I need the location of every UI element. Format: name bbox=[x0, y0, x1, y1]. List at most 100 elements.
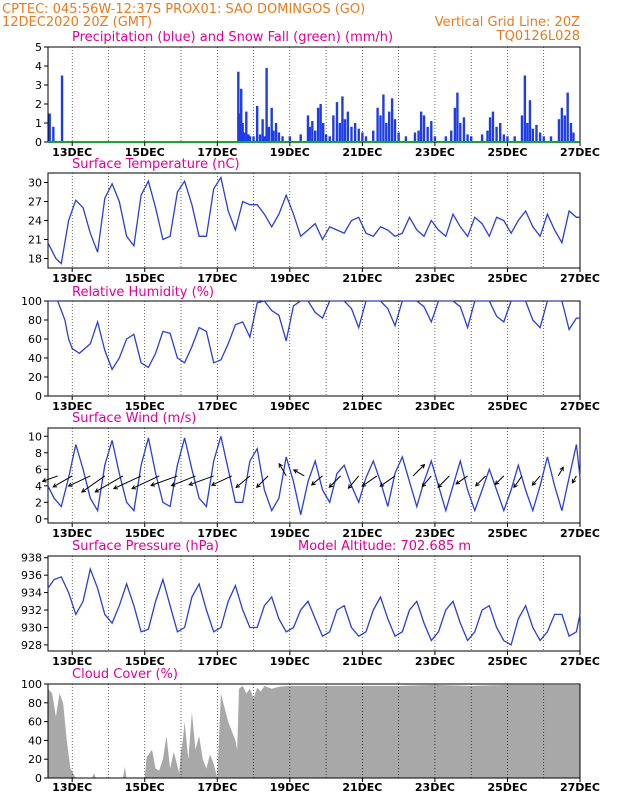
y-tick-label: 8 bbox=[35, 447, 42, 460]
wind-vectors bbox=[41, 462, 577, 493]
precip-bar bbox=[422, 115, 426, 142]
y-tick-label: 0 bbox=[35, 136, 42, 149]
precip-bar bbox=[538, 132, 542, 142]
precip-bar bbox=[469, 136, 473, 142]
precip-bar bbox=[520, 115, 524, 142]
cloud-title: Cloud Cover (%) bbox=[72, 667, 178, 682]
wind-vector bbox=[571, 475, 577, 484]
cloud-cover-area bbox=[47, 684, 580, 778]
precip-bar bbox=[462, 117, 466, 142]
y-tick-label: 20 bbox=[28, 371, 42, 384]
temperature-frame bbox=[47, 172, 581, 269]
y-tick-label: 5 bbox=[35, 41, 42, 54]
precip-bar bbox=[241, 123, 244, 142]
x-tick-label: 27DEC bbox=[560, 146, 600, 159]
y-tick-label: 2 bbox=[35, 98, 42, 111]
x-tick-label: 21DEC bbox=[342, 527, 382, 540]
precip-bar bbox=[513, 136, 516, 142]
precip-bar bbox=[281, 136, 284, 142]
y-tick-label: 0 bbox=[35, 772, 42, 785]
precip-bar bbox=[413, 132, 417, 142]
x-tick-label: 27DEC bbox=[560, 655, 600, 668]
y-tick-label: 20 bbox=[28, 753, 42, 766]
wind-vector bbox=[210, 475, 233, 486]
precip-bar bbox=[274, 123, 278, 142]
precip-bar bbox=[353, 123, 357, 142]
precip-bar bbox=[245, 111, 248, 142]
x-tick-label: 15DEC bbox=[125, 400, 165, 413]
precip-bar bbox=[486, 130, 489, 142]
precip-bar bbox=[506, 136, 509, 142]
precip-bar bbox=[332, 115, 335, 142]
x-tick-label: 13DEC bbox=[52, 655, 92, 668]
y-tick-label: 938 bbox=[21, 552, 42, 565]
x-tick-label: 25DEC bbox=[487, 146, 527, 159]
precip-bar bbox=[426, 126, 429, 142]
wind-vector bbox=[475, 475, 487, 487]
x-tick-label: 21DEC bbox=[342, 146, 382, 159]
precip-bar bbox=[433, 136, 437, 142]
precip-title: Precipitation (blue) and Snow Fall (gree… bbox=[72, 30, 393, 45]
cloud-grid bbox=[71, 684, 581, 778]
header-init-time: 12DEC2020 20Z (GMT) bbox=[2, 15, 152, 30]
wind-vector bbox=[131, 475, 160, 490]
temperature-line bbox=[47, 175, 580, 265]
wind-date-labels: 13DEC 15DEC 17DEC 19DEC 21DEC 23DEC 25DEC 27DEC bbox=[52, 523, 600, 540]
precip-bar bbox=[335, 102, 339, 142]
y-tick-label: 40 bbox=[28, 352, 42, 365]
wind-grid bbox=[71, 428, 581, 523]
y-tick-label: 21 bbox=[28, 234, 42, 247]
wind-vector bbox=[94, 475, 124, 493]
precip-date-labels: 13DEC 15DEC 17DEC 19DEC 21DEC 23DEC 25DEC 27DEC bbox=[52, 142, 600, 159]
humidity-date-labels: 13DEC 15DEC 17DEC 19DEC 21DEC 23DEC 25DEC 27DEC bbox=[52, 396, 600, 413]
x-tick-label: 13DEC bbox=[52, 781, 92, 794]
wind-y-ticks: 0 2 4 6 8 10 bbox=[28, 430, 48, 526]
y-tick-label: 30 bbox=[28, 177, 42, 190]
cloud-y-ticks: 0 20 40 60 80 100 bbox=[21, 678, 48, 785]
precip-bar bbox=[385, 123, 388, 142]
wind-vector bbox=[235, 475, 251, 489]
wind-vector bbox=[278, 462, 287, 477]
x-tick-label: 21DEC bbox=[342, 655, 382, 668]
x-tick-label: 23DEC bbox=[415, 400, 455, 413]
x-tick-label: 15DEC bbox=[125, 146, 165, 159]
y-tick-label: 0 bbox=[35, 390, 42, 403]
precip-bar bbox=[316, 107, 320, 142]
wind-vector bbox=[437, 475, 450, 488]
precip-bar bbox=[523, 75, 527, 142]
precip-bar bbox=[459, 123, 462, 142]
precip-bar bbox=[52, 126, 55, 142]
precip-bar bbox=[499, 123, 502, 142]
wind-vector bbox=[494, 475, 505, 486]
precip-bar bbox=[528, 100, 532, 142]
wind-vector bbox=[188, 475, 214, 486]
x-tick-label: 27DEC bbox=[560, 272, 600, 285]
precip-bar bbox=[531, 128, 535, 142]
pressure-grid bbox=[71, 556, 581, 651]
precip-bar bbox=[453, 107, 457, 142]
precip-bar bbox=[495, 126, 498, 142]
cloud-frame bbox=[47, 683, 581, 779]
precip-bar bbox=[397, 132, 400, 142]
wind-vector bbox=[81, 475, 106, 493]
precip-bar bbox=[319, 104, 322, 142]
wind-vector bbox=[52, 475, 73, 488]
y-tick-label: 4 bbox=[35, 480, 42, 493]
precip-bar bbox=[299, 134, 302, 142]
precip-bar bbox=[419, 111, 423, 142]
precip-bar bbox=[557, 119, 561, 142]
precip-bar bbox=[379, 115, 382, 142]
precip-bar bbox=[502, 134, 506, 142]
y-tick-label: 2 bbox=[35, 496, 42, 509]
precip-bar bbox=[308, 126, 311, 142]
precip-bar bbox=[376, 107, 379, 142]
x-tick-label: 23DEC bbox=[415, 527, 455, 540]
y-tick-label: 60 bbox=[28, 716, 42, 729]
x-tick-label: 23DEC bbox=[415, 655, 455, 668]
precip-bar bbox=[382, 94, 385, 142]
precip-bar bbox=[258, 134, 262, 142]
precip-bar bbox=[60, 75, 64, 142]
y-tick-label: 27 bbox=[28, 196, 42, 209]
pressure-panel: Surface Pressure (hPa) Model Altitude: 7… bbox=[21, 539, 600, 668]
humidity-y-ticks: 0 20 40 60 80 100 bbox=[21, 295, 48, 403]
